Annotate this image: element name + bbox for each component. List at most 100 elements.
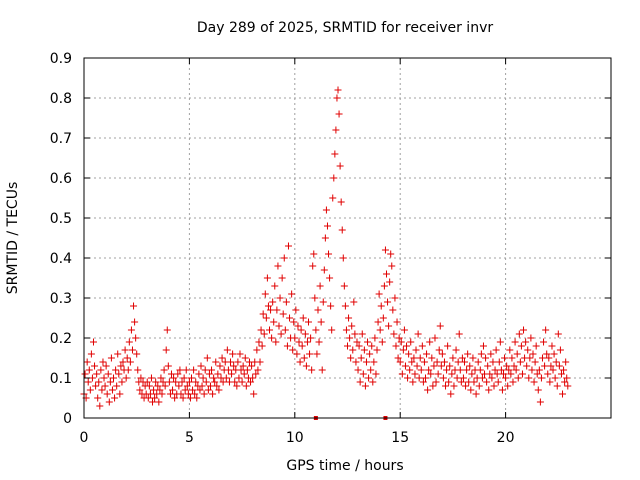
plot-frame — [83, 57, 612, 419]
data-point — [390, 330, 398, 338]
data-point — [456, 366, 464, 374]
data-point — [489, 358, 497, 366]
data-point — [262, 314, 270, 322]
data-point — [230, 362, 238, 370]
data-point — [302, 362, 310, 370]
data-point — [190, 366, 198, 374]
data-point — [562, 358, 570, 366]
data-point — [427, 370, 435, 378]
data-point — [403, 342, 411, 350]
data-point — [454, 358, 462, 366]
data-point — [202, 378, 210, 386]
data-point — [92, 382, 100, 390]
data-point — [372, 370, 380, 378]
data-point — [143, 378, 151, 386]
data-point — [359, 370, 367, 378]
data-point — [320, 266, 328, 274]
data-point — [318, 366, 326, 374]
data-point — [169, 386, 177, 394]
data-point — [128, 346, 136, 354]
data-point — [366, 350, 374, 358]
data-point — [528, 366, 536, 374]
data-point — [418, 342, 426, 350]
y-tick-label: 0.8 — [50, 91, 72, 107]
data-point — [178, 378, 186, 386]
data-point — [240, 370, 248, 378]
data-point — [126, 358, 134, 366]
data-point — [254, 366, 262, 374]
data-point — [280, 254, 288, 262]
data-point — [332, 126, 340, 134]
x-tick-label: 0 — [80, 430, 89, 446]
data-point — [110, 374, 118, 382]
data-point — [87, 350, 95, 358]
data-point — [439, 374, 447, 382]
data-point — [365, 374, 373, 382]
data-point — [116, 390, 124, 398]
data-point — [412, 346, 420, 354]
data-point — [478, 374, 486, 382]
data-point — [263, 274, 271, 282]
data-point — [541, 362, 549, 370]
data-point — [325, 250, 333, 258]
data-point — [417, 366, 425, 374]
data-point — [127, 326, 135, 334]
data-point — [400, 326, 408, 334]
data-point — [166, 390, 174, 398]
data-point — [264, 302, 272, 310]
data-point — [408, 358, 416, 366]
data-point — [106, 378, 114, 386]
data-point — [406, 366, 414, 374]
data-point — [236, 350, 244, 358]
data-point — [255, 338, 263, 346]
data-point — [494, 378, 502, 386]
data-point — [423, 350, 431, 358]
data-point — [274, 262, 282, 270]
data-point — [133, 350, 141, 358]
data-point — [488, 374, 496, 382]
data-point — [559, 390, 567, 398]
data-point — [370, 358, 378, 366]
data-point — [391, 294, 399, 302]
data-point — [191, 390, 199, 398]
data-point — [93, 370, 101, 378]
data-point — [276, 294, 284, 302]
data-point — [231, 378, 239, 386]
data-point — [213, 382, 221, 390]
data-point — [234, 358, 242, 366]
data-point — [538, 354, 546, 362]
data-point — [184, 390, 192, 398]
data-point — [537, 374, 545, 382]
data-point — [260, 330, 268, 338]
data-point — [533, 370, 541, 378]
data-point — [457, 378, 465, 386]
data-point — [258, 342, 266, 350]
data-point — [458, 354, 466, 362]
data-point — [508, 354, 516, 362]
data-point — [123, 354, 131, 362]
data-point — [430, 362, 438, 370]
data-point — [157, 374, 165, 382]
data-point — [227, 358, 235, 366]
data-point — [222, 374, 230, 382]
data-point — [204, 386, 212, 394]
data-point — [233, 382, 241, 390]
data-point — [367, 366, 375, 374]
data-point — [185, 378, 193, 386]
data-point — [453, 374, 461, 382]
data-point — [527, 334, 535, 342]
data-point — [446, 362, 454, 370]
data-point — [556, 346, 564, 354]
data-point — [335, 110, 343, 118]
data-point — [543, 350, 551, 358]
data-point — [266, 326, 274, 334]
data-point — [369, 378, 377, 386]
data-point — [88, 374, 96, 382]
data-point — [193, 394, 201, 402]
data-point — [215, 386, 223, 394]
data-point — [99, 358, 107, 366]
data-point — [376, 326, 384, 334]
data-point — [398, 370, 406, 378]
data-point — [356, 378, 364, 386]
data-point — [536, 398, 544, 406]
